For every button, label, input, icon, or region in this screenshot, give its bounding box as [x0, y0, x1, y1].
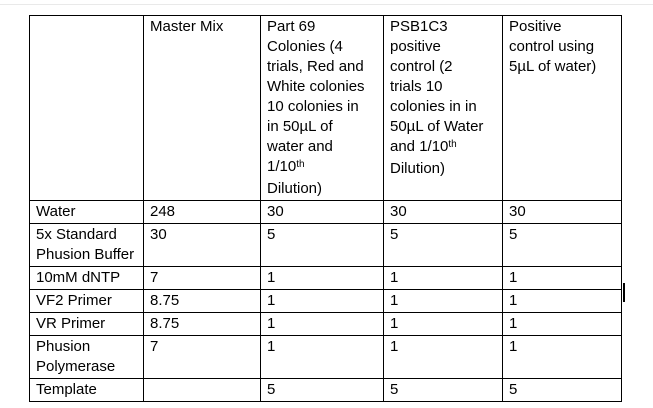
table-cell[interactable]: 30: [143, 223, 261, 267]
table-cell[interactable]: 1: [260, 289, 384, 313]
header-text: Part 69 Colonies (4 trials, Red and Whit…: [267, 18, 365, 175]
row-label[interactable]: 5x Standard Phusion Buffer: [29, 223, 144, 267]
table-cell[interactable]: 7: [143, 266, 261, 290]
table-cell[interactable]: 1: [260, 312, 384, 336]
table-cell[interactable]: 5: [260, 223, 384, 267]
header-cell-positive-control-water[interactable]: Positive control using 5µL of water): [502, 15, 622, 201]
table-cell[interactable]: 30: [502, 200, 622, 224]
table-cell[interactable]: 1: [383, 289, 503, 313]
table-cell[interactable]: 1: [260, 266, 384, 290]
table-row-dntp: 10mM dNTP 7 1 1 1: [29, 266, 622, 290]
header-text: Dilution): [267, 180, 323, 197]
table-cell[interactable]: 5: [383, 378, 503, 402]
header-cell-psb1c3-positive-control[interactable]: PSB1C3 positive control (2 trials 10 col…: [383, 15, 503, 201]
table-row-template: Template 5 5 5: [29, 378, 622, 402]
header-cell-master-mix[interactable]: Master Mix: [143, 15, 261, 201]
table-cell[interactable]: 1: [502, 335, 622, 379]
table-cell[interactable]: 248: [143, 200, 261, 224]
row-label[interactable]: 10mM dNTP: [29, 266, 144, 290]
table-cell[interactable]: 1: [502, 266, 622, 290]
row-label[interactable]: VF2 Primer: [29, 289, 144, 313]
table-row-phusion-polymerase: Phusion Polymerase 7 1 1 1: [29, 335, 622, 379]
pcr-master-mix-table: Master Mix Part 69 Colonies (4 trials, R…: [29, 15, 622, 402]
table-cell[interactable]: [143, 378, 261, 402]
table-cell[interactable]: 30: [383, 200, 503, 224]
header-text: Dilution): [390, 160, 446, 177]
table-cell[interactable]: 5: [383, 223, 503, 267]
table-cell[interactable]: 1: [383, 335, 503, 379]
page-edge-line: [0, 4, 653, 5]
table-cell[interactable]: 5: [502, 378, 622, 402]
row-label[interactable]: Template: [29, 378, 144, 402]
table-cell[interactable]: 7: [143, 335, 261, 379]
row-label[interactable]: Phusion Polymerase: [29, 335, 144, 379]
table-row-vr-primer: VR Primer 8.75 1 1 1: [29, 312, 622, 336]
table-cell[interactable]: 8.75: [143, 312, 261, 336]
table-header-row: Master Mix Part 69 Colonies (4 trials, R…: [29, 15, 622, 201]
header-text: PSB1C3 positive control (2 trials 10 col…: [390, 18, 484, 155]
row-label[interactable]: VR Primer: [29, 312, 144, 336]
table-cell[interactable]: 8.75: [143, 289, 261, 313]
superscript-th: th: [296, 159, 305, 170]
header-cell-empty[interactable]: [29, 15, 144, 201]
table-cell[interactable]: 1: [260, 335, 384, 379]
table-cell[interactable]: 1: [383, 266, 503, 290]
table-cell[interactable]: 5: [260, 378, 384, 402]
table-cell[interactable]: 1: [502, 312, 622, 336]
table-row-water: Water 248 30 30 30: [29, 200, 622, 224]
header-cell-part-69-colonies[interactable]: Part 69 Colonies (4 trials, Red and Whit…: [260, 15, 384, 201]
row-label[interactable]: Water: [29, 200, 144, 224]
table-row-phusion-buffer: 5x Standard Phusion Buffer 30 5 5 5: [29, 223, 622, 267]
superscript-th: th: [448, 139, 457, 150]
text-cursor: [623, 283, 625, 302]
table-cell[interactable]: 1: [383, 312, 503, 336]
table-cell[interactable]: 30: [260, 200, 384, 224]
table-cell[interactable]: 5: [502, 223, 622, 267]
table-cell[interactable]: 1: [502, 289, 622, 313]
table-row-vf2-primer: VF2 Primer 8.75 1 1 1: [29, 289, 622, 313]
